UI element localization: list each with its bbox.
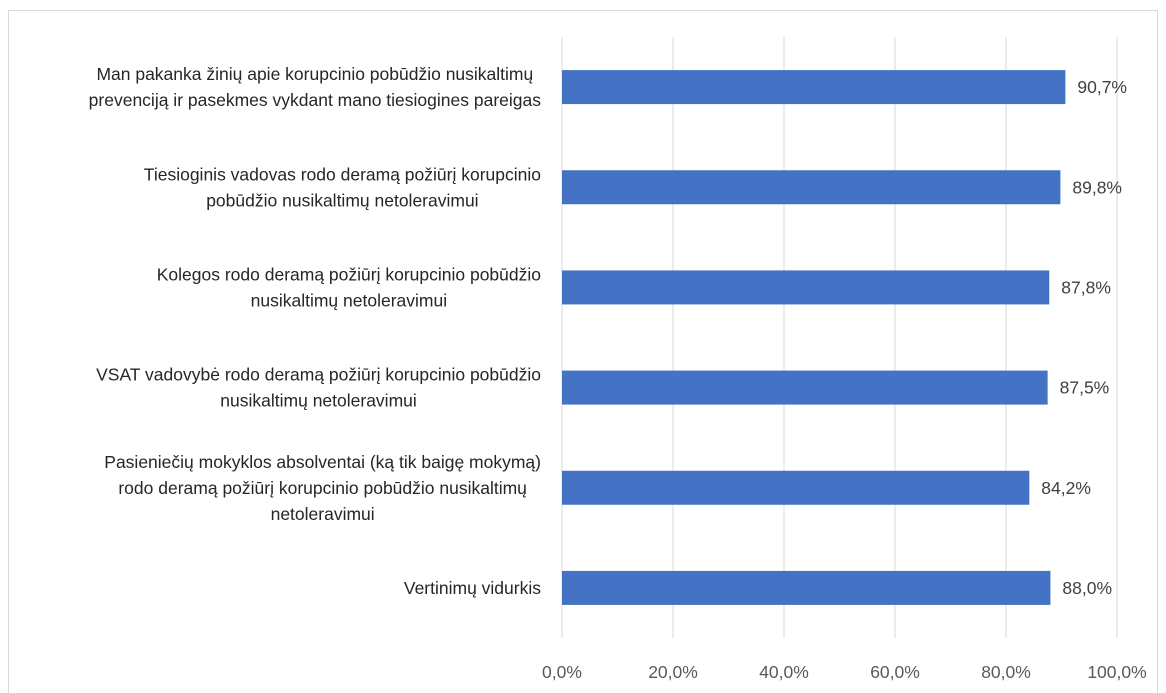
x-tick-label: 0,0% xyxy=(542,662,582,682)
bar xyxy=(562,70,1066,105)
category-label: Vertinimų vidurkis xyxy=(404,578,541,598)
category-label-line: Vertinimų vidurkis xyxy=(404,578,541,598)
gridlines xyxy=(561,37,1118,638)
category-label-line: nusikaltimų netoleravimui xyxy=(251,290,447,310)
category-labels: Man pakanka žinių apie korupcinio pobūdž… xyxy=(89,64,542,598)
category-label: Tiesioginis vadovas rodo deramą požiūrį … xyxy=(144,164,541,210)
x-tick-label: 20,0% xyxy=(648,662,698,682)
bar xyxy=(562,570,1051,605)
data-label: 90,7% xyxy=(1077,77,1127,97)
data-label: 87,5% xyxy=(1060,378,1110,398)
bars xyxy=(562,70,1066,605)
category-label-line: Pasieniečių mokyklos absolventai (ką tik… xyxy=(104,452,541,472)
x-tick-label: 80,0% xyxy=(981,662,1031,682)
category-label-line: nusikaltimų netoleravimui xyxy=(220,391,416,411)
data-label: 87,8% xyxy=(1061,277,1111,297)
bar xyxy=(562,270,1050,305)
category-label: Kolegos rodo deramą požiūrį korupcinio p… xyxy=(157,264,541,310)
bar xyxy=(562,470,1030,505)
bar xyxy=(562,170,1061,205)
data-label: 84,2% xyxy=(1041,478,1091,498)
x-tick-label: 60,0% xyxy=(870,662,920,682)
category-label-line: Man pakanka žinių apie korupcinio pobūdž… xyxy=(96,64,533,84)
bar xyxy=(562,370,1048,405)
category-label-line: pobūdžio nusikaltimų netoleravimui xyxy=(206,190,478,210)
category-label: VSAT vadovybė rodo deramą požiūrį korupc… xyxy=(96,365,541,411)
category-label-line: Tiesioginis vadovas rodo deramą požiūrį … xyxy=(144,164,541,184)
category-label-line: VSAT vadovybė rodo deramą požiūrį korupc… xyxy=(96,365,541,385)
category-label-line: prevenciją ir pasekmes vykdant mano ties… xyxy=(89,90,542,110)
x-tick-label: 100,0% xyxy=(1087,662,1146,682)
x-tick-label: 40,0% xyxy=(759,662,809,682)
category-label-line: rodo deramą požiūrį korupcinio pobūdžio … xyxy=(118,478,527,498)
category-label: Pasieniečių mokyklos absolventai (ką tik… xyxy=(104,452,541,524)
data-label: 89,8% xyxy=(1072,177,1122,197)
category-label-line: netoleravimui xyxy=(271,504,375,524)
category-label-line: Kolegos rodo deramą požiūrį korupcinio p… xyxy=(157,264,541,284)
data-labels: 90,7% 89,8% 87,8% 87,5% 84,2% 88,0% xyxy=(1041,77,1127,598)
data-label: 88,0% xyxy=(1062,578,1112,598)
category-label: Man pakanka žinių apie korupcinio pobūdž… xyxy=(89,64,542,110)
x-axis-tick-labels: 0,0% 20,0% 40,0% 60,0% 80,0% 100,0% xyxy=(542,662,1147,682)
